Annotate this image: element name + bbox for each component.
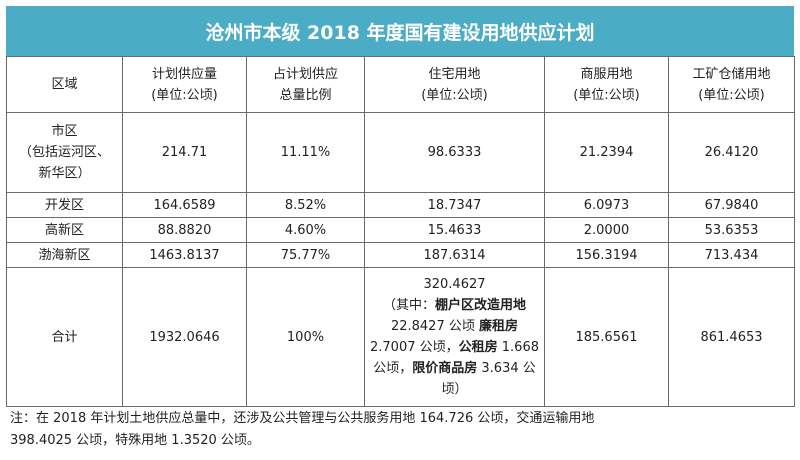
industrial-cell: 713.434 [668,242,795,268]
detail-highlight: 廉租房 [479,319,519,334]
table-title: 沧州市本级 2018 年度国有建设用地供应计划 [6,6,794,56]
detail-text: 1.668 公顷， [373,340,539,376]
ratio-cell: 8.52% [246,192,365,218]
total-cell: 214.71 [122,112,247,193]
commercial-cell: 185.6561 [544,267,669,407]
residential-cell: 18.7347 [364,192,545,218]
land-supply-table: 区域 计划供应量 (单位:公顷) 占计划供应总量比例 住宅用地 (单位:公顷) 商服… [6,56,795,407]
residential-detail: （其中：棚户区改造用地22.8427 公顷 廉租房 2.7007 公顷，公租房 … [368,295,541,400]
header-label: 占计划供应 [272,66,338,82]
industrial-cell: 26.4120 [668,112,795,193]
total-cell: 1932.0646 [122,267,247,407]
header-industrial: 工矿仓储用地 (单位:公顷) [668,56,795,113]
region-cell: 高新区 [6,217,123,243]
region-cell: 开发区 [6,192,123,218]
industrial-cell: 67.9840 [668,192,795,218]
total-row: 合计 1932.0646 100% 320.4627 （其中：棚户区改造用地 22… [6,267,795,407]
detail-text: （其中： [382,298,435,313]
header-label: 工矿仓储用地 [692,66,771,82]
residential-cell: 187.6314 [364,242,545,268]
region-cell: 渤海新区 [6,242,123,268]
footnote-line: 398.4025 公顷，特殊用地 1.3520 公顷。 [10,433,260,448]
detail-highlight: 棚户区改造用地 [435,298,527,313]
table-row: 市区 （包括运河区、 新华区） 214.71 11.11% 98.6333 21… [6,112,795,193]
region-name: 市区 [51,124,78,139]
header-row: 区域 计划供应量 (单位:公顷) 占计划供应总量比例 住宅用地 (单位:公顷) 商服… [6,56,795,113]
ratio-cell: 11.11% [246,112,365,193]
header-residential: 住宅用地 (单位:公顷) [364,56,545,113]
header-total: 计划供应量 (单位:公顷) [122,56,247,113]
commercial-cell: 6.0973 [544,192,669,218]
total-cell: 164.6589 [122,192,247,218]
commercial-cell: 156.3194 [544,242,669,268]
commercial-cell: 2.0000 [544,217,669,243]
header-ratio: 占计划供应 总量比例 [246,56,365,113]
ratio-cell: 100% [246,267,365,407]
detail-text: 3.634 公顷） [441,361,536,397]
detail-highlight: 限价商品房 [412,361,478,376]
residential-total: 320.4627 [423,277,486,292]
footnote: 注：在 2018 年计划土地供应总量中，还涉及公共管理与公共服务用地 164.7… [10,408,790,452]
total-cell: 88.8820 [122,217,247,243]
table-row: 高新区 88.8820 4.60% 15.4633 2.0000 53.6353 [6,217,795,243]
header-commercial: 商服用地 (单位:公顷) [544,56,669,113]
residential-cell: 320.4627 （其中：棚户区改造用地 22.8427 公顷 廉租房 2.700… [364,267,545,407]
table-row: 渤海新区 1463.8137 75.77% 187.6314 156.3194 … [6,242,795,268]
header-label: 住宅用地 [428,66,481,82]
region-note: 新华区） [38,166,91,181]
header-unit: (单位:公顷) [698,87,765,103]
detail-text: 2.7007 公顷， [370,340,459,355]
header-label: 计划供应量 [151,66,217,82]
total-cell: 1463.8137 [122,242,247,268]
header-region: 区域 [6,56,123,113]
residential-cell: 15.4633 [364,217,545,243]
header-unit: (单位:公顷) [151,87,218,103]
header-unit: (单位:公顷) [421,87,488,103]
region-cell: 市区 （包括运河区、 新华区） [6,112,123,193]
region-cell: 合计 [6,267,123,407]
header-label: 区域 [51,77,78,92]
industrial-cell: 861.4653 [668,267,795,407]
header-label-2: 总量比例 [279,87,332,103]
ratio-cell: 4.60% [246,217,365,243]
detail-text: 22.8427 公顷 [390,319,479,334]
region-note: （包括运河区、 [18,145,110,160]
commercial-cell: 21.2394 [544,112,669,193]
ratio-cell: 75.77% [246,242,365,268]
header-unit: (单位:公顷) [573,87,640,103]
detail-highlight: 公租房 [458,340,498,355]
residential-cell: 98.6333 [364,112,545,193]
table-row: 开发区 164.6589 8.52% 18.7347 6.0973 67.984… [6,192,795,218]
header-label: 商服用地 [580,66,633,82]
industrial-cell: 53.6353 [668,217,795,243]
footnote-line: 注：在 2018 年计划土地供应总量中，还涉及公共管理与公共服务用地 164.7… [10,411,595,426]
